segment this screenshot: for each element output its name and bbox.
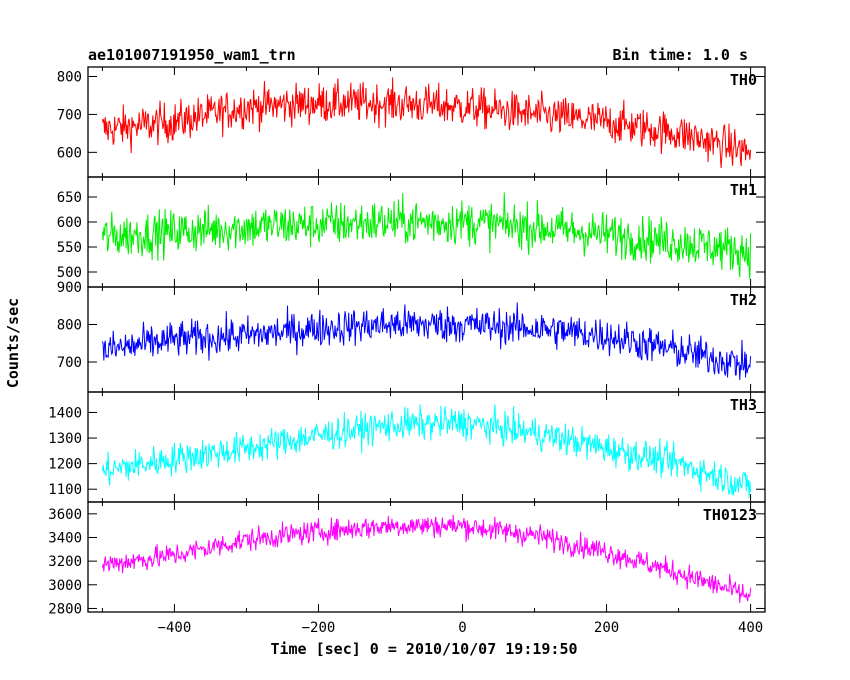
y-tick-label: 3000: [48, 578, 82, 594]
y-tick-label: 600: [57, 215, 82, 231]
bin-time-label: Bin time: 1.0 s: [613, 46, 748, 64]
y-tick-label: 3400: [48, 530, 82, 546]
x-axis: −400 −200 0 200 400: [158, 620, 764, 636]
y-tick-label: 3600: [48, 507, 82, 523]
y-tick-label: 550: [57, 240, 82, 256]
y-tick-label: 800: [57, 69, 82, 85]
y-tick-label: 2800: [48, 601, 82, 617]
panel-label-th3: TH3: [730, 396, 757, 414]
panel-th2: 700 800 900 TH2: [57, 280, 766, 393]
panel-label-th0123: TH0123: [703, 506, 757, 524]
series-th0123-line: [101, 514, 752, 604]
panel-th3: 1100 1200 1300 1400 TH3: [48, 391, 766, 503]
y-tick-label: 650: [57, 190, 82, 206]
x-tick-label: −200: [302, 620, 336, 636]
y-tick-label: 700: [57, 107, 82, 123]
y-tick-label: 700: [57, 355, 82, 371]
series-th0-line: [101, 77, 752, 169]
panel-th1: 500 550 600 650 TH1: [57, 176, 766, 288]
y-tick-label: 3200: [48, 554, 82, 570]
y-tick-label: 500: [57, 265, 82, 281]
y-tick-label: 1200: [48, 457, 82, 473]
y-tick-label: 900: [57, 280, 82, 296]
y-axis-label: Counts/sec: [4, 298, 22, 388]
x-axis-label: Time [sec] 0 = 2010/10/07 19:19:50: [270, 640, 577, 658]
y-tick-label: 800: [57, 318, 82, 334]
panel-frame: [87, 176, 766, 288]
y-tick-label: 1300: [48, 431, 82, 447]
y-tick-label: 1400: [48, 405, 82, 421]
x-tick-label: 400: [738, 620, 763, 636]
panel-th0123: 2800 3000 3200 3400 3600 TH0123: [48, 501, 766, 617]
panel-label-th0: TH0: [730, 71, 757, 89]
x-tick-label: −400: [158, 620, 192, 636]
panels-group: 600 700 800 TH0 500 550 600 650 TH1 700 800 900 TH2 1…: [48, 66, 766, 617]
series-th1-line: [101, 192, 752, 280]
panel-frame: [87, 391, 766, 503]
panel-th0: 600 700 800 TH0: [57, 66, 766, 178]
panel-label-th1: TH1: [730, 181, 757, 199]
x-tick-label: 200: [594, 620, 619, 636]
x-tick-label: 0: [458, 620, 466, 636]
series-th3-line: [101, 404, 752, 498]
y-tick-label: 600: [57, 145, 82, 161]
series-th2-line: [101, 302, 752, 381]
chart-title: ae101007191950_wam1_trn: [88, 46, 296, 64]
panel-label-th2: TH2: [730, 291, 757, 309]
y-tick-label: 1100: [48, 482, 82, 498]
panel-frame: [87, 501, 766, 613]
